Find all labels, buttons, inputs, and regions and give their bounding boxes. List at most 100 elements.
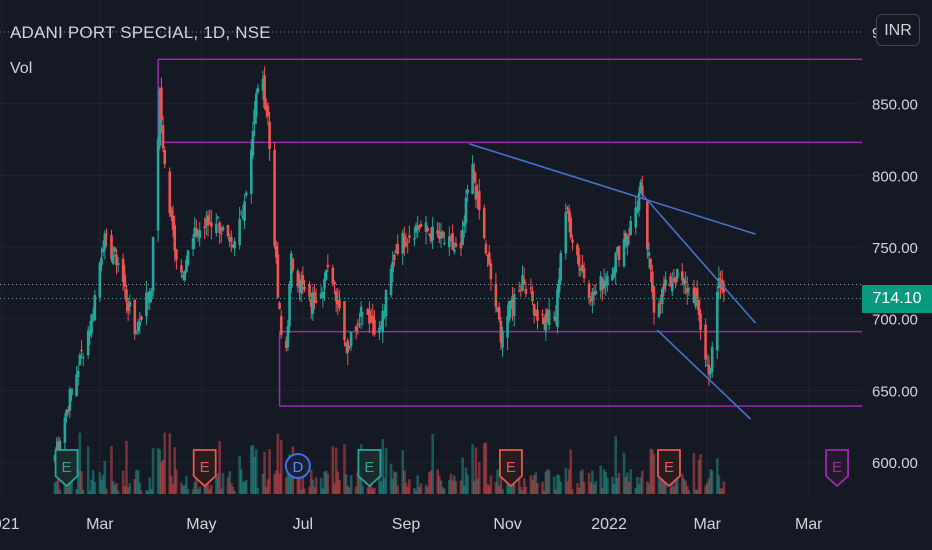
- volume-bar: [606, 477, 609, 494]
- volume-bar: [556, 474, 559, 494]
- candle-body: [587, 283, 591, 298]
- candle-body: [664, 279, 667, 286]
- currency-button[interactable]: INR: [876, 14, 920, 46]
- candle-body: [611, 274, 614, 281]
- candle-body: [532, 304, 536, 316]
- candle-body: [239, 212, 243, 214]
- candle-body: [244, 192, 248, 196]
- candle-body: [441, 231, 444, 238]
- time-axis[interactable]: 2021 Mar May Jul Sep Nov 2022 Mar Mar: [0, 494, 862, 550]
- volume-bar: [125, 441, 128, 494]
- candle-body: [464, 197, 468, 223]
- candle-body: [443, 243, 446, 245]
- candle-body: [657, 303, 661, 318]
- candle-body: [80, 349, 83, 352]
- volume-bar: [582, 481, 586, 494]
- drawn-zones[interactable]: [157, 58, 862, 407]
- volume-bar: [160, 462, 163, 494]
- volume-bar: [604, 471, 608, 494]
- volume-bar: [396, 485, 400, 494]
- candle-body: [321, 291, 325, 299]
- volume-bar: [695, 490, 699, 494]
- candle-body: [487, 252, 491, 265]
- volume-bar: [218, 441, 221, 494]
- candle-body: [482, 207, 486, 239]
- candle-body: [722, 284, 726, 293]
- volume-bar: [484, 442, 488, 494]
- volume-bar: [406, 486, 410, 494]
- candle-body: [171, 215, 175, 230]
- candle-body: [369, 318, 373, 320]
- candle-body: [517, 290, 521, 292]
- volume-bar: [311, 479, 315, 494]
- candle-body: [715, 291, 719, 351]
- volume-bar: [261, 474, 265, 494]
- candle-body: [418, 225, 421, 229]
- volume-bar: [534, 472, 538, 494]
- candle-body: [424, 222, 428, 232]
- candle-body: [326, 264, 330, 268]
- candle-body: [354, 326, 358, 331]
- volume-bar: [191, 489, 195, 494]
- event-marker-label: E: [62, 459, 72, 476]
- candle-body: [569, 217, 573, 238]
- volume-bar: [579, 471, 583, 494]
- candle-body: [344, 342, 348, 347]
- volume-bar: [571, 489, 574, 494]
- volume-bar: [333, 483, 336, 494]
- candle-body: [591, 292, 594, 301]
- candle-body: [160, 87, 163, 121]
- event-marker-label: E: [200, 459, 210, 476]
- volume-bar: [238, 455, 241, 494]
- candle-body: [617, 245, 621, 261]
- candle-body: [612, 268, 616, 277]
- candle-body: [519, 286, 523, 288]
- candle-body: [274, 245, 278, 258]
- candle-body: [78, 354, 82, 366]
- candle-body: [541, 314, 544, 316]
- volume-bar: [486, 484, 489, 494]
- volume-bar: [241, 481, 245, 494]
- candle-body: [717, 277, 721, 288]
- volume-bars: [53, 432, 726, 494]
- volume-bar: [123, 485, 127, 494]
- candle-body: [534, 312, 538, 317]
- volume-bar: [126, 487, 130, 494]
- volume-bar: [80, 470, 83, 494]
- candle-body: [121, 258, 125, 282]
- volume-bar: [151, 447, 155, 494]
- volume-bar: [715, 457, 719, 494]
- volume-indicator-label[interactable]: Vol: [10, 60, 33, 77]
- volume-bar: [522, 478, 526, 494]
- candle-body: [627, 234, 631, 236]
- candle-body: [278, 302, 281, 310]
- price-axis[interactable]: 600.00650.00700.00750.00800.00850.00900.…: [862, 0, 932, 550]
- candle-body: [348, 346, 351, 348]
- volume-bar: [171, 484, 175, 494]
- candle-body: [552, 316, 556, 318]
- candle-body: [68, 389, 72, 411]
- candle-body: [692, 287, 696, 303]
- candle-body: [228, 237, 231, 242]
- candle-body: [70, 388, 73, 396]
- candle-body: [616, 247, 619, 253]
- candle-body: [298, 279, 301, 288]
- volume-bar: [646, 481, 649, 494]
- candle-body: [647, 252, 651, 256]
- volume-bar: [170, 475, 173, 494]
- volume-bar: [471, 444, 474, 494]
- symbol-title[interactable]: ADANI PORT SPECIAL, 1D, NSE: [10, 23, 271, 42]
- candle-body: [215, 223, 218, 233]
- candle-body: [497, 307, 501, 320]
- volume-bar: [381, 439, 385, 494]
- volume-bar: [183, 484, 187, 494]
- volume-bar: [75, 489, 78, 494]
- candle-body: [695, 288, 699, 298]
- volume-bar: [331, 446, 335, 494]
- candle-body: [55, 447, 58, 449]
- drawn-trend-lines[interactable]: [469, 143, 757, 420]
- volume-bar: [624, 476, 627, 494]
- candle-body: [680, 271, 684, 281]
